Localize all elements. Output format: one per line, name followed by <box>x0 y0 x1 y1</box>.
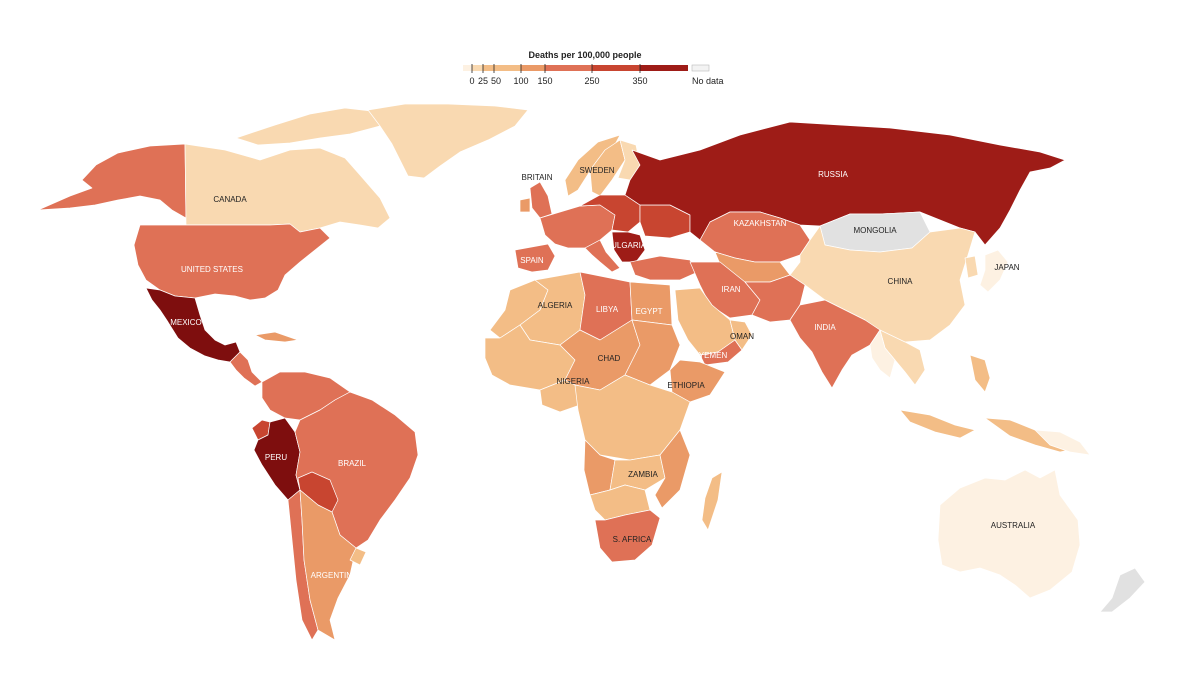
country-alaska <box>37 143 187 219</box>
label-south-africa: S. AFRICA <box>613 535 652 544</box>
legend-swatch-100 <box>521 65 545 71</box>
legend-tick-25: 25 <box>478 76 488 86</box>
label-brazil: BRAZIL <box>338 459 367 468</box>
country-indonesia <box>899 409 976 439</box>
label-japan: JAPAN <box>994 263 1019 272</box>
country-argentina <box>299 489 357 641</box>
legend-title: Deaths per 100,000 people <box>528 50 641 60</box>
legend-tick-350: 350 <box>632 76 647 86</box>
country-oman <box>729 319 753 351</box>
legend-swatch-250 <box>592 65 640 71</box>
label-mexico: MEXICO <box>170 318 202 327</box>
label-zambia: ZAMBIA <box>628 470 658 479</box>
country-canada <box>184 143 391 233</box>
country-new-zealand <box>1099 567 1146 613</box>
country-bulgaria <box>611 231 646 263</box>
country-egypt <box>629 281 673 326</box>
country-cuba <box>254 331 299 343</box>
label-mongolia: MONGOLIA <box>853 226 897 235</box>
legend-swatch-25 <box>472 65 483 71</box>
legend-swatch-no-data <box>691 64 710 72</box>
legend-tick-50: 50 <box>491 76 501 86</box>
label-oman: OMAN <box>730 332 754 341</box>
label-china: CHINA <box>888 277 914 286</box>
country-ireland <box>519 197 531 213</box>
country-mozambique <box>654 429 691 509</box>
country-sudan <box>624 319 681 386</box>
label-united-states: UNITED STATES <box>181 265 243 274</box>
country-turkey <box>629 255 699 281</box>
country-italy <box>584 239 621 273</box>
label-nigeria: NIGERIA <box>557 377 591 386</box>
legend-tick-100: 100 <box>513 76 528 86</box>
legend-tick-marks <box>471 64 641 73</box>
legend-swatch-350 <box>640 65 688 71</box>
label-yemen: YEMEN <box>699 351 728 360</box>
label-india: INDIA <box>814 323 836 332</box>
legend: Deaths per 100,000 people 0 25 50 100 15… <box>463 50 724 86</box>
country-south-africa <box>594 509 661 563</box>
label-ethiopia: ETHIOPIA <box>667 381 705 390</box>
country-central-america <box>229 351 263 387</box>
country-labels: CANADA UNITED STATES MEXICO PERU BRAZIL … <box>170 166 1036 580</box>
country-philippines <box>969 354 991 393</box>
country-central-europe <box>579 194 641 233</box>
label-sweden: SWEDEN <box>579 166 614 175</box>
label-bulgaria: BULGARIA <box>606 241 647 250</box>
country-western-europe <box>539 204 616 249</box>
country-korea <box>964 255 979 279</box>
legend-tick-0: 0 <box>469 76 474 86</box>
label-egypt: EGYPT <box>635 307 662 316</box>
country-spain <box>514 243 556 273</box>
label-spain: SPAIN <box>520 256 544 265</box>
label-australia: AUSTRALIA <box>991 521 1036 530</box>
label-argentina: ARGENTINA <box>311 571 358 580</box>
country-japan <box>979 249 1009 293</box>
country-india <box>789 299 881 389</box>
country-australia <box>937 469 1081 599</box>
label-iran: IRAN <box>721 285 740 294</box>
label-britain: BRITAIN <box>522 173 553 182</box>
label-kazakhstan: KAZAKHSTAN <box>734 219 787 228</box>
legend-swatch-150 <box>545 65 592 71</box>
legend-tick-150: 150 <box>537 76 552 86</box>
country-papua-new-guinea <box>1034 429 1091 456</box>
country-brazil <box>294 391 419 549</box>
country-russia <box>624 121 1066 246</box>
country-sweden <box>589 139 626 197</box>
country-myanmar <box>869 329 896 379</box>
label-libya: LIBYA <box>596 305 619 314</box>
country-madagascar <box>701 471 723 531</box>
country-united-states <box>133 223 331 301</box>
country-britain <box>529 181 553 219</box>
label-algeria: ALGERIA <box>538 301 573 310</box>
label-russia: RUSSIA <box>818 170 848 179</box>
legend-no-data-label: No data <box>692 76 724 86</box>
label-peru: PERU <box>265 453 287 462</box>
legend-swatch-50 <box>483 65 494 71</box>
countries <box>37 103 1146 641</box>
legend-swatch-50-100 <box>494 65 521 71</box>
legend-tick-250: 250 <box>584 76 599 86</box>
country-greenland <box>367 103 529 179</box>
legend-swatch-0 <box>463 65 472 71</box>
country-uruguay <box>349 547 367 566</box>
label-canada: CANADA <box>213 195 247 204</box>
country-china <box>789 225 976 343</box>
label-chad: CHAD <box>598 354 621 363</box>
country-canada-arctic <box>235 107 381 146</box>
